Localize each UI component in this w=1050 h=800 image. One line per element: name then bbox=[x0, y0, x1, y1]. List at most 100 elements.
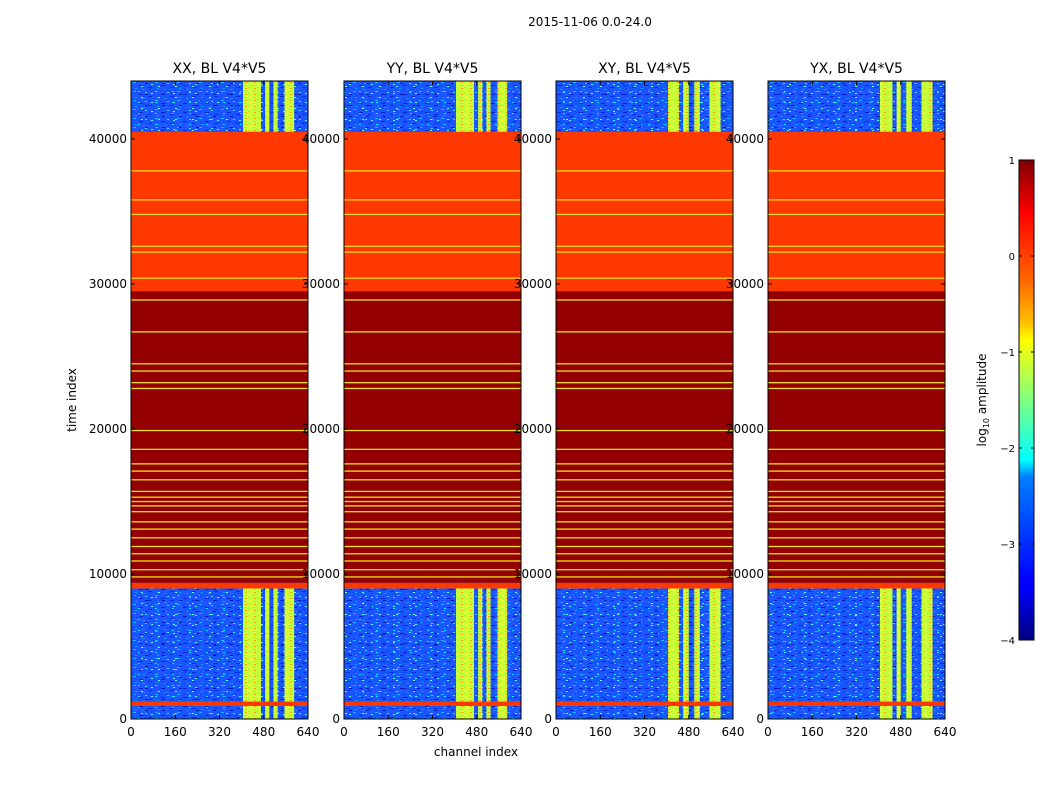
time-band bbox=[344, 291, 521, 583]
time-band-texture bbox=[344, 81, 521, 132]
flag-row bbox=[556, 382, 733, 384]
x-tick-label: 160 bbox=[164, 725, 187, 739]
y-tick-label: 20000 bbox=[514, 422, 552, 436]
flag-row bbox=[131, 448, 308, 450]
time-band-texture bbox=[768, 81, 945, 132]
flag-row bbox=[131, 470, 308, 472]
flag-row bbox=[556, 505, 733, 507]
x-tick-label: 0 bbox=[764, 725, 772, 739]
rfi-channel-band bbox=[896, 705, 901, 719]
rfi-channel-band bbox=[694, 705, 700, 719]
flag-row bbox=[556, 576, 733, 578]
x-tick-label: 320 bbox=[421, 725, 444, 739]
rfi-channel-band bbox=[456, 588, 474, 702]
flag-row bbox=[344, 505, 521, 507]
rfi-channel-band bbox=[668, 705, 680, 719]
flag-row bbox=[131, 479, 308, 481]
flag-row bbox=[344, 463, 521, 465]
rfi-channel-band bbox=[694, 588, 700, 702]
flag-row bbox=[131, 331, 308, 333]
flag-row bbox=[344, 545, 521, 548]
flag-row bbox=[556, 245, 733, 247]
rfi-channel-band bbox=[265, 588, 270, 702]
flag-row bbox=[344, 370, 521, 372]
flag-row bbox=[131, 545, 308, 548]
panel-1: YY, BL V4*V5 0 160 320 480 640 0 10000 20000 3000… bbox=[302, 61, 533, 739]
flag-row bbox=[131, 170, 308, 172]
x-axis-label: channel index bbox=[434, 745, 518, 759]
rfi-channel-band bbox=[456, 81, 474, 132]
flag-row bbox=[768, 500, 945, 503]
rfi-channel-band bbox=[896, 81, 901, 132]
rfi-channel-band bbox=[921, 588, 933, 702]
panel-title: YX, BL V4*V5 bbox=[809, 61, 903, 77]
rfi-channel-band bbox=[486, 588, 491, 702]
x-tick-label: 320 bbox=[845, 725, 868, 739]
flag-row bbox=[768, 370, 945, 372]
time-band bbox=[768, 701, 945, 706]
flag-row bbox=[556, 511, 733, 513]
flag-row bbox=[556, 448, 733, 450]
rfi-channel-band bbox=[921, 705, 933, 719]
flag-row bbox=[344, 537, 521, 539]
flag-row bbox=[556, 170, 733, 172]
rfi-channel-band bbox=[273, 705, 278, 719]
flag-row bbox=[131, 199, 308, 201]
flag-row bbox=[344, 429, 521, 432]
y-tick-label: 40000 bbox=[514, 132, 552, 146]
colorbar-gradient bbox=[1018, 159, 1035, 641]
time-band bbox=[556, 701, 733, 706]
rfi-channel-band bbox=[265, 705, 270, 719]
flag-row bbox=[556, 299, 733, 301]
flag-row bbox=[344, 511, 521, 513]
panel-2: XY, BL V4*V5 0 160 320 480 640 0 10000 20000 3000… bbox=[514, 61, 745, 739]
flag-row bbox=[768, 470, 945, 472]
rfi-channel-band bbox=[921, 81, 933, 132]
flag-row bbox=[131, 560, 308, 562]
time-band bbox=[556, 582, 733, 589]
flag-row bbox=[556, 463, 733, 465]
y-tick-label: 30000 bbox=[514, 277, 552, 291]
y-tick-label: 40000 bbox=[302, 132, 340, 146]
flag-row bbox=[556, 537, 733, 539]
time-band bbox=[344, 582, 521, 589]
rfi-channel-band bbox=[906, 81, 912, 132]
flag-row bbox=[344, 560, 521, 562]
flag-row bbox=[131, 382, 308, 384]
flag-row bbox=[131, 505, 308, 507]
time-band bbox=[131, 291, 308, 583]
rfi-channel-band bbox=[273, 81, 278, 132]
rfi-channel-band bbox=[265, 81, 270, 132]
x-tick-label: 160 bbox=[589, 725, 612, 739]
flag-row bbox=[556, 470, 733, 472]
flag-row bbox=[768, 576, 945, 578]
panels: XX, BL V4*V5 0 160 320 480 640 0 10000 20000 3000… bbox=[89, 61, 957, 739]
flag-row bbox=[768, 299, 945, 301]
flag-row bbox=[344, 331, 521, 333]
x-tick-label: 480 bbox=[677, 725, 700, 739]
flag-row bbox=[131, 213, 308, 215]
time-band-texture bbox=[131, 588, 308, 702]
flag-row bbox=[131, 370, 308, 372]
rfi-channel-band bbox=[243, 705, 261, 719]
flag-row bbox=[131, 363, 308, 365]
flag-row bbox=[344, 363, 521, 365]
figure-title: 2015-11-06 0.0-24.0 bbox=[528, 15, 652, 29]
rfi-channel-band bbox=[243, 81, 261, 132]
flag-row bbox=[131, 511, 308, 513]
y-tick-label: 0 bbox=[119, 712, 127, 726]
time-band bbox=[768, 291, 945, 583]
x-tick-label: 320 bbox=[633, 725, 656, 739]
flag-row bbox=[344, 387, 521, 390]
flag-row bbox=[768, 505, 945, 507]
flag-row bbox=[768, 537, 945, 539]
flag-row bbox=[768, 448, 945, 450]
x-tick-label: 640 bbox=[297, 725, 320, 739]
flag-row bbox=[556, 479, 733, 481]
rfi-channel-band bbox=[243, 588, 261, 702]
colorbar-tick-label: −1 bbox=[1000, 348, 1015, 359]
panel-title: XY, BL V4*V5 bbox=[598, 61, 691, 77]
flag-row bbox=[131, 569, 308, 571]
time-band bbox=[344, 701, 521, 706]
